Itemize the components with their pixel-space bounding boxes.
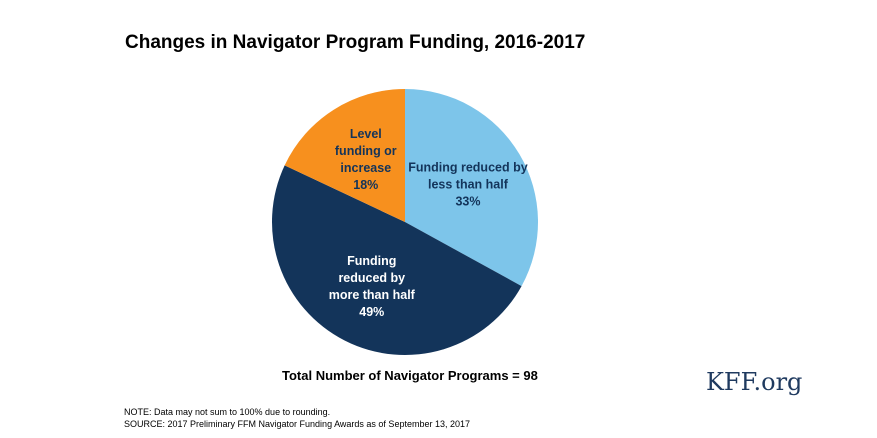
pie-slice bbox=[405, 89, 538, 287]
pie-slice bbox=[284, 89, 405, 222]
total-label: Total Number of Navigator Programs = 98 bbox=[282, 368, 538, 383]
slice-name: Funding reduced by more than half bbox=[328, 254, 415, 303]
slice-name: Funding reduced by less than half bbox=[408, 160, 528, 192]
slice-value: 33% bbox=[455, 194, 481, 209]
source: SOURCE: 2017 Preliminary FFM Navigator F… bbox=[124, 419, 470, 429]
slice-value: 49% bbox=[359, 305, 385, 320]
brand-logo: KFF.org bbox=[706, 368, 803, 396]
slice-value: 18% bbox=[353, 178, 379, 193]
slice-label: Funding reduced by less than half 33% bbox=[408, 159, 528, 210]
chart-title: Changes in Navigator Program Funding, 20… bbox=[125, 32, 586, 53]
note: NOTE: Data may not sum to 100% due to ro… bbox=[124, 407, 331, 417]
slice-label: Level funding or increase 18% bbox=[331, 126, 401, 194]
footnotes: NOTE: Data may not sum to 100% due to ro… bbox=[124, 406, 470, 430]
slice-name: Level funding or increase bbox=[334, 127, 397, 176]
slice-label: Funding reduced by more than half 49% bbox=[322, 253, 422, 321]
pie-slice bbox=[272, 165, 522, 355]
